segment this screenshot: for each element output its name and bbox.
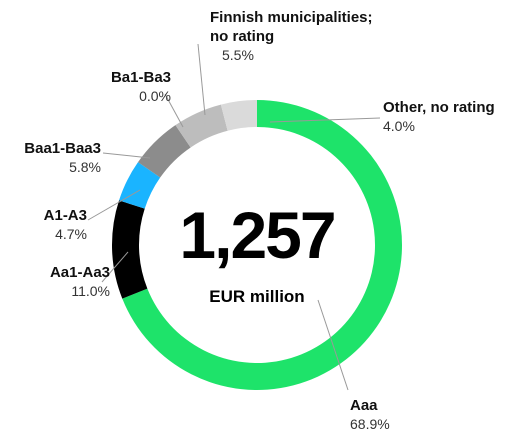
category-label: Ba1-Ba3: [110, 69, 171, 86]
donut-segment: [138, 125, 191, 178]
segment-label: Other, no rating 4.0%: [383, 98, 495, 136]
leader-line: [101, 251, 129, 283]
segment-label: A1-A3 4.7%: [44, 206, 87, 244]
segment-label: Aaa 68.9%: [350, 396, 390, 434]
leader-line: [87, 189, 141, 221]
total: 1,257: [179, 198, 336, 272]
value-label: 4.7%: [55, 226, 87, 242]
leader-line: [102, 152, 151, 159]
donut-segment: [175, 104, 228, 148]
value-label: 5.8%: [69, 159, 101, 175]
category-label: Aaa: [350, 397, 378, 414]
category-label: Other, no rating: [383, 99, 495, 116]
segment-label: Aa1-Aa3 11.0%: [50, 263, 110, 301]
value-label: 5.5%: [222, 47, 254, 63]
donut-segment: [119, 162, 161, 209]
segment-label: Finnish municipalities; no rating 5.5%: [210, 8, 373, 65]
leader-line: [164, 93, 184, 128]
leader-line: [197, 43, 206, 116]
category-label: Baa1-Baa3: [24, 140, 101, 157]
category-label: Aa1-Aa3: [49, 264, 110, 281]
value-label: 0.0%: [139, 88, 171, 104]
category-label: Finnish municipalities; no rating: [210, 9, 373, 45]
value-label: 11.0%: [71, 283, 110, 299]
donut-segment: [220, 100, 257, 131]
unit-label: EUR million: [209, 287, 305, 306]
value-label: 4.0%: [383, 118, 415, 134]
category-label: A1-A3: [43, 207, 87, 224]
leader-line: [317, 299, 349, 391]
leader-line: [269, 117, 381, 123]
value-label: 68.9%: [350, 416, 390, 432]
segment-label: Ba1-Ba3 0.0%: [111, 68, 171, 106]
segment-label: Baa1-Baa3 5.8%: [24, 139, 101, 177]
donut-segment: [111, 200, 148, 299]
